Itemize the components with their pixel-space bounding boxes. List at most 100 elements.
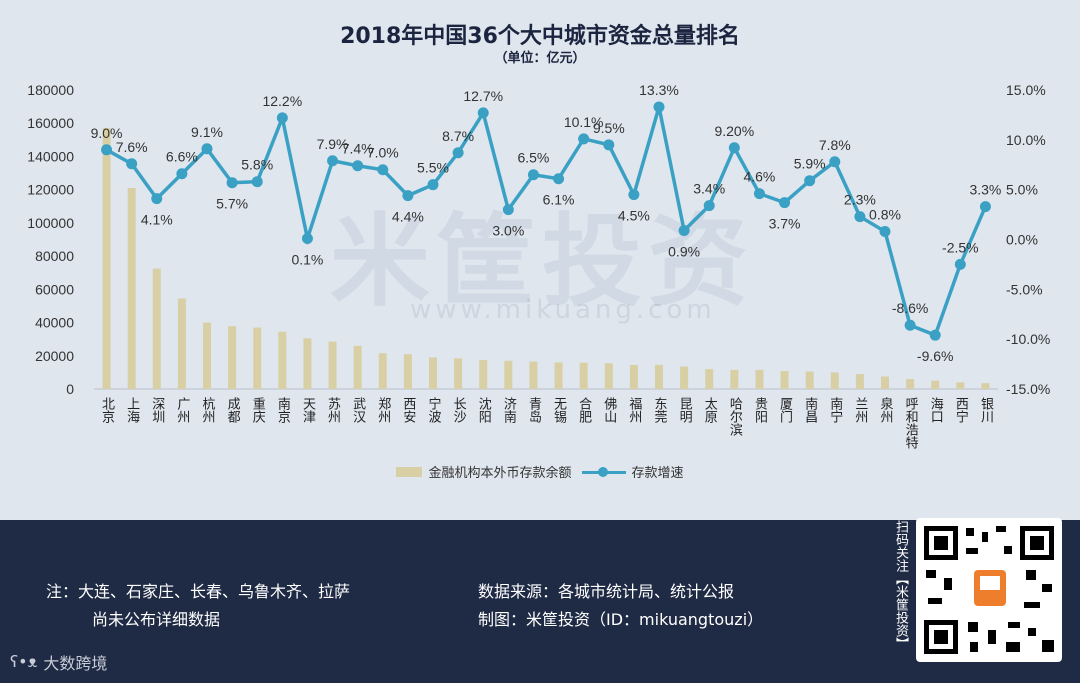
growth-point-呼和浩特 <box>904 319 916 331</box>
category-label: 南昌 <box>802 396 818 423</box>
y-right-tick-label: -5.0% <box>1006 281 1043 297</box>
category-label: 武汉 <box>350 397 366 423</box>
y-left-tick-label: 20000 <box>35 348 74 364</box>
bar-银川 <box>981 383 990 389</box>
y-left-tick-label: 100000 <box>27 215 74 231</box>
category-label: 海口 <box>928 397 944 423</box>
growth-point-南京 <box>276 112 288 124</box>
category-label: 太原 <box>702 397 718 423</box>
growth-point-无锡 <box>553 173 565 185</box>
bar-兰州 <box>855 374 864 389</box>
bar-西安 <box>403 354 412 389</box>
growth-label: 12.2% <box>262 93 302 109</box>
y-right-tick-label: -15.0% <box>1006 381 1050 397</box>
growth-label: 7.9% <box>317 136 349 152</box>
category-label: 重庆 <box>250 396 266 423</box>
bar-西宁 <box>956 382 965 389</box>
bar-重庆 <box>253 327 262 389</box>
bar-福州 <box>629 364 638 389</box>
category-label: 沈阳 <box>476 397 492 423</box>
category-label: 贵阳 <box>752 397 768 423</box>
category-label: 无锡 <box>551 397 567 423</box>
footer-note-line1: 注：大连、石家庄、长春、乌鲁木齐、拉萨 <box>46 582 351 601</box>
bar-太原 <box>705 369 714 389</box>
growth-point-海口 <box>929 329 941 341</box>
growth-label: 4.6% <box>743 169 775 185</box>
growth-label: 6.1% <box>543 192 575 208</box>
growth-point-沈阳 <box>477 107 489 119</box>
brand-label: 大数跨境 <box>43 654 108 673</box>
growth-label: 6.6% <box>166 149 198 165</box>
growth-point-合肥 <box>578 133 590 145</box>
legend-line-swatch <box>581 466 626 477</box>
bar-杭州 <box>203 322 211 389</box>
growth-label: 3.0% <box>492 223 524 239</box>
growth-point-兰州 <box>854 211 866 223</box>
category-label: 西安 <box>400 397 416 423</box>
category-label: 天津 <box>300 397 316 423</box>
growth-label: 3.4% <box>693 181 725 197</box>
chart-svg: 0 20000 40000 60000 80000 100000 120000 140000 1… <box>27 82 1050 449</box>
bar-济南 <box>504 360 513 389</box>
bar-成都 <box>228 326 237 389</box>
growth-point-哈尔滨 <box>728 142 740 154</box>
bar-沈阳 <box>479 359 488 389</box>
y-left-tick-label: 80000 <box>35 248 74 264</box>
bar-哈尔滨 <box>730 369 739 389</box>
growth-label: -9.6% <box>917 348 954 364</box>
growth-label: 0.8% <box>869 207 901 223</box>
bar-南昌 <box>805 371 814 389</box>
category-label: 福州 <box>626 397 642 423</box>
growth-label: 3.7% <box>769 216 801 232</box>
category-label: 佛山 <box>601 397 617 423</box>
growth-point-天津 <box>301 233 313 245</box>
bar-青岛 <box>529 361 538 389</box>
y-left-tick-label: 120000 <box>27 182 74 198</box>
growth-label: 5.9% <box>794 156 826 172</box>
bar-苏州 <box>328 341 337 389</box>
category-label: 东莞 <box>652 397 668 424</box>
growth-point-厦门 <box>779 197 791 209</box>
bar-天津 <box>303 338 312 389</box>
growth-label: 10.1% <box>564 114 604 130</box>
growth-label: 7.6% <box>116 139 148 155</box>
bar-宁波 <box>429 357 437 389</box>
growth-label: 7.8% <box>819 137 851 153</box>
growth-point-贵阳 <box>753 188 765 200</box>
y-right-tick-label: 5.0% <box>1006 182 1038 198</box>
growth-line <box>105 106 988 338</box>
category-label: 上海 <box>124 397 140 423</box>
y-left-tick-label: 60000 <box>35 281 74 297</box>
category-label: 苏州 <box>325 396 341 423</box>
growth-label: 9.20% <box>714 123 754 139</box>
y-right-tick-label: -10.0% <box>1006 331 1050 347</box>
chart-subtitle: （单位：亿元） <box>494 51 586 66</box>
growth-label: 7.0% <box>367 145 399 161</box>
growth-label: 9.1% <box>191 124 223 140</box>
bar-呼和浩特 <box>906 379 915 389</box>
category-label: 呼和浩特 <box>903 397 919 449</box>
growth-label: 12.7% <box>463 88 503 104</box>
growth-label: 4.4% <box>392 209 424 225</box>
growth-point-宁波 <box>427 179 439 191</box>
growth-label: 0.9% <box>668 244 700 260</box>
chart-title: 2018年中国36个大中城市资金总量排名 <box>340 24 740 49</box>
y-left-tick-label: 0 <box>66 381 74 397</box>
growth-point-广州 <box>176 168 188 180</box>
category-label: 哈尔滨 <box>727 397 743 436</box>
growth-label: 5.7% <box>216 196 248 212</box>
growth-label: 13.3% <box>639 82 679 98</box>
growth-point-杭州 <box>201 143 213 155</box>
bar-泉州 <box>881 376 889 389</box>
category-label: 济南 <box>501 397 517 423</box>
bar-厦门 <box>780 371 789 389</box>
watermark-url: www.mikuang.com <box>410 295 716 325</box>
bar-海口 <box>931 380 940 389</box>
qr-caption: 扫码关注【米筐投资】 <box>893 520 908 650</box>
data-source-text: 数据来源：各城市统计局、统计公报 <box>478 582 735 601</box>
qr-code[interactable] <box>916 518 1062 662</box>
bar-广州 <box>177 298 186 389</box>
growth-label: 5.8% <box>241 157 273 173</box>
category-label: 合肥 <box>576 397 592 424</box>
